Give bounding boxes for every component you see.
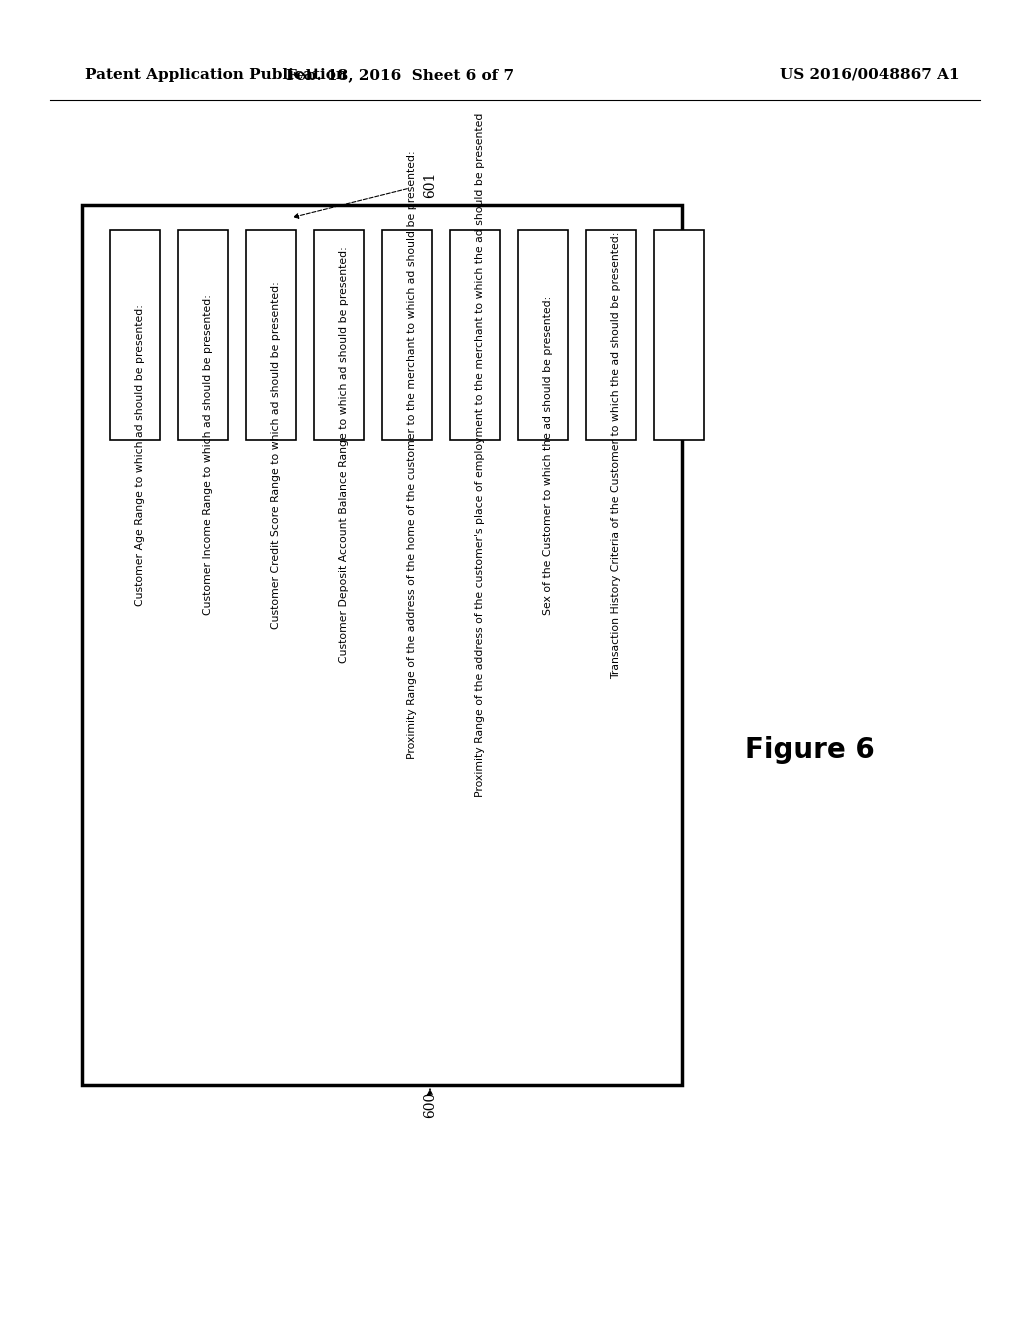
Bar: [654, 230, 705, 440]
Text: Customer Deposit Account Balance Range to which ad should be presented:: Customer Deposit Account Balance Range t…: [339, 247, 349, 664]
Bar: [246, 230, 296, 440]
Bar: [450, 230, 500, 440]
Text: Customer Credit Score Range to which ad should be presented:: Customer Credit Score Range to which ad …: [271, 281, 281, 628]
Bar: [382, 230, 432, 440]
Bar: [82, 205, 682, 1085]
Text: Patent Application Publication: Patent Application Publication: [85, 69, 347, 82]
Bar: [178, 230, 228, 440]
Text: Transaction History Criteria of the Customer to which the ad should be presented: Transaction History Criteria of the Cust…: [611, 231, 621, 678]
Text: Proximity Range of the address of the home of the customer to the merchant to wh: Proximity Range of the address of the ho…: [407, 150, 417, 759]
Text: Customer Income Range to which ad should be presented:: Customer Income Range to which ad should…: [203, 294, 213, 615]
Text: Proximity Range of the address of the customer's place of employment to the merc: Proximity Range of the address of the cu…: [475, 112, 485, 797]
Text: 601: 601: [423, 172, 437, 198]
Text: Customer Age Range to which ad should be presented:: Customer Age Range to which ad should be…: [135, 304, 145, 606]
Bar: [314, 230, 364, 440]
Text: 600: 600: [423, 1092, 437, 1118]
Bar: [518, 230, 568, 440]
Bar: [110, 230, 160, 440]
Text: Feb. 18, 2016  Sheet 6 of 7: Feb. 18, 2016 Sheet 6 of 7: [286, 69, 514, 82]
Bar: [586, 230, 636, 440]
Text: US 2016/0048867 A1: US 2016/0048867 A1: [780, 69, 959, 82]
Text: Figure 6: Figure 6: [745, 737, 874, 764]
Text: Sex of the Customer to which the ad should be presented:: Sex of the Customer to which the ad shou…: [543, 296, 553, 615]
